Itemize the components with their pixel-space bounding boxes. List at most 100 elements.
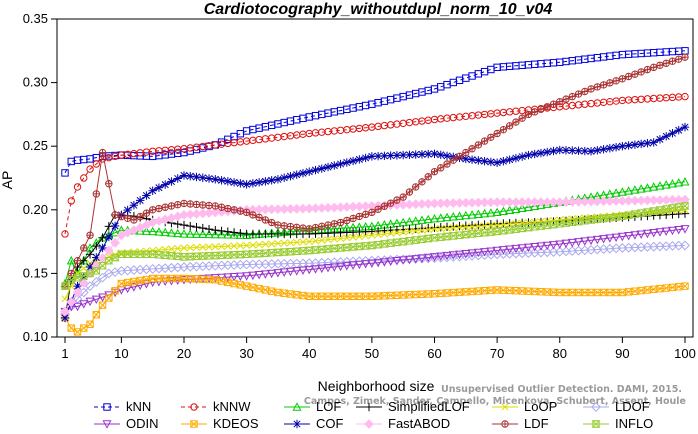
data-point	[161, 180, 170, 189]
data-point	[354, 260, 364, 270]
x-tick-label: 60	[427, 346, 441, 361]
data-point	[268, 240, 276, 248]
data-point	[305, 167, 314, 176]
data-point	[167, 202, 176, 210]
data-point	[105, 180, 113, 188]
data-point	[192, 172, 201, 182]
data-point	[467, 210, 477, 219]
data-point	[505, 245, 515, 254]
data-point	[474, 287, 483, 295]
data-point	[511, 244, 521, 254]
data-point	[179, 229, 189, 238]
data-point	[148, 186, 157, 195]
data-point	[442, 151, 452, 161]
data-point	[79, 300, 89, 309]
data-point	[455, 288, 464, 296]
data-point	[154, 183, 164, 192]
data-point	[123, 205, 132, 215]
data-point	[474, 141, 483, 149]
data-point	[91, 295, 101, 305]
data-point	[505, 155, 514, 164]
data-point	[261, 216, 270, 224]
legend-item-cof: COF	[284, 416, 344, 431]
data-point	[424, 225, 432, 234]
data-point	[436, 213, 446, 222]
data-point	[405, 227, 413, 235]
data-point	[129, 283, 139, 292]
data-point	[85, 281, 95, 292]
data-point	[223, 273, 233, 282]
data-point	[242, 230, 252, 239]
data-point	[211, 243, 219, 251]
data-point	[61, 169, 69, 177]
data-point	[343, 216, 351, 225]
data-point	[367, 152, 377, 161]
data-point	[199, 275, 207, 283]
data-point	[424, 173, 432, 181]
data-point	[293, 116, 301, 124]
data-point	[486, 157, 496, 167]
data-point	[211, 175, 220, 184]
data-point	[135, 196, 145, 205]
data-point	[285, 267, 295, 277]
data-point	[556, 288, 564, 297]
data-point	[580, 237, 590, 246]
legend-label: kNNW	[213, 399, 251, 414]
data-point	[204, 224, 214, 234]
data-point	[392, 256, 402, 266]
plot-frame	[56, 18, 694, 338]
data-point	[204, 174, 214, 183]
data-point	[98, 262, 107, 270]
data-point	[480, 67, 489, 76]
data-point	[386, 95, 395, 104]
data-point	[236, 229, 245, 238]
data-point	[336, 218, 345, 227]
citation-watermark-line-1: Unsupervised Outlier Detection. DAMI, 20…	[441, 384, 682, 395]
data-point	[580, 146, 589, 156]
data-point	[499, 157, 508, 166]
data-point	[229, 228, 239, 237]
data-point	[160, 227, 170, 237]
data-point	[386, 257, 396, 267]
data-point	[411, 255, 421, 264]
x-tick-label: 80	[553, 346, 567, 361]
data-point	[468, 223, 476, 231]
data-point	[80, 244, 88, 252]
data-point	[462, 223, 470, 231]
data-point	[98, 148, 107, 157]
data-point	[92, 241, 101, 251]
data-point	[543, 147, 552, 157]
x-tick-label: 70	[490, 346, 504, 361]
data-point	[67, 269, 75, 278]
data-point	[91, 276, 102, 287]
data-point	[573, 238, 584, 247]
data-point	[562, 95, 570, 103]
data-point	[286, 239, 295, 247]
data-point	[486, 247, 496, 256]
legend-marker	[102, 420, 112, 429]
data-point	[186, 221, 195, 231]
x-tick-label: 20	[177, 346, 191, 361]
x-tick-label: 90	[615, 346, 629, 361]
legend-label: ODIN	[126, 416, 159, 431]
data-point	[536, 242, 546, 251]
data-point	[617, 232, 627, 242]
data-point	[587, 85, 595, 93]
legend-label: LDOF	[615, 399, 650, 414]
data-point	[185, 275, 195, 285]
data-point	[536, 148, 546, 158]
data-point	[205, 243, 213, 251]
data-point	[674, 225, 684, 235]
data-point	[561, 239, 571, 249]
data-point	[148, 226, 158, 236]
legend-item-odin: ODIN	[94, 416, 159, 431]
data-point	[192, 200, 201, 209]
data-point	[592, 235, 602, 245]
data-point	[129, 201, 139, 210]
data-point	[581, 87, 589, 96]
data-point	[104, 232, 114, 242]
data-point	[498, 206, 508, 216]
data-point	[506, 220, 514, 228]
data-point	[667, 226, 678, 236]
data-point	[204, 229, 214, 239]
